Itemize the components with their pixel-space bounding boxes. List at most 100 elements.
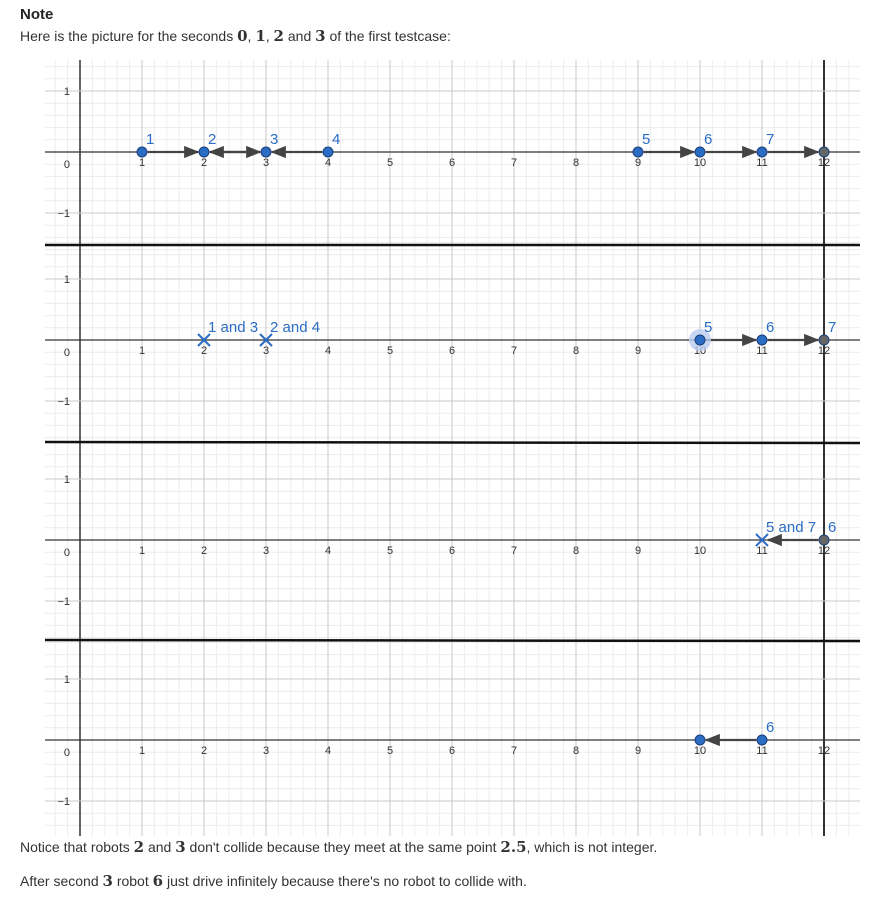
robot-label: 3 bbox=[270, 131, 278, 148]
robot-label: 2 bbox=[208, 131, 216, 148]
x-tick-label: 8 bbox=[573, 157, 579, 169]
y-tick-label: −1 bbox=[57, 396, 70, 408]
robot-label: 6 bbox=[704, 131, 712, 148]
intro-text: Here is the picture for the seconds 0, 1… bbox=[20, 27, 451, 45]
robots-diagram: 10−112345678910111210−112345678910111210… bbox=[44, 60, 861, 836]
robot-label: 1 bbox=[146, 131, 154, 148]
y-tick-label: −1 bbox=[57, 208, 70, 220]
y-tick-label: 0 bbox=[64, 347, 70, 359]
x-tick-label: 2 bbox=[201, 545, 207, 557]
x-tick-label: 5 bbox=[387, 545, 393, 557]
x-tick-label: 7 bbox=[511, 157, 517, 169]
collision-cross bbox=[197, 333, 211, 347]
x-tick-label: 12 bbox=[818, 345, 830, 357]
y-tick-label: 1 bbox=[64, 474, 70, 486]
robot-label: 6 bbox=[766, 319, 774, 336]
x-tick-label: 2 bbox=[201, 345, 207, 357]
robot-label: 4 bbox=[332, 131, 340, 148]
collision-label: 2 and 4 bbox=[270, 319, 320, 336]
x-tick-label: 11 bbox=[756, 345, 767, 357]
panel-separator bbox=[44, 638, 861, 643]
x-tick-label: 11 bbox=[756, 745, 767, 757]
note-infinite: After second 3 robot 6 just drive infini… bbox=[20, 872, 527, 890]
x-tick-label: 9 bbox=[635, 545, 641, 557]
robot-point bbox=[818, 334, 830, 346]
collision-cross bbox=[755, 533, 769, 547]
x-tick-label: 12 bbox=[818, 545, 830, 557]
robot-point bbox=[632, 146, 644, 158]
x-tick-label: 12 bbox=[818, 157, 830, 169]
x-tick-label: 8 bbox=[573, 545, 579, 557]
x-tick-label: 5 bbox=[387, 745, 393, 757]
x-tick-label: 6 bbox=[449, 545, 455, 557]
robot-point bbox=[756, 734, 768, 746]
grid-lines: 10−112345678910111210−112345678910111210… bbox=[44, 60, 861, 836]
collision-cross bbox=[259, 333, 273, 347]
y-tick-label: 1 bbox=[64, 86, 70, 98]
note-heading: Note bbox=[20, 6, 54, 23]
x-tick-label: 5 bbox=[387, 345, 393, 357]
robot-label: 6 bbox=[766, 719, 774, 736]
x-tick-label: 6 bbox=[449, 745, 455, 757]
x-tick-label: 9 bbox=[635, 345, 641, 357]
x-tick-label: 4 bbox=[325, 157, 331, 169]
x-tick-label: 11 bbox=[756, 545, 767, 557]
x-tick-label: 2 bbox=[201, 745, 207, 757]
robot-point bbox=[198, 146, 210, 158]
x-tick-label: 7 bbox=[511, 745, 517, 757]
y-tick-label: 0 bbox=[64, 159, 70, 171]
x-tick-label: 9 bbox=[635, 745, 641, 757]
y-tick-label: 1 bbox=[64, 674, 70, 686]
x-tick-label: 3 bbox=[263, 345, 269, 357]
robot-label: 6 bbox=[828, 519, 836, 536]
robot-label: 7 bbox=[828, 319, 836, 336]
robot-point bbox=[818, 146, 830, 158]
x-tick-label: 4 bbox=[325, 745, 331, 757]
x-tick-label: 6 bbox=[449, 157, 455, 169]
robot-label: 5 bbox=[642, 131, 650, 148]
y-tick-label: −1 bbox=[57, 796, 70, 808]
x-tick-label: 3 bbox=[263, 745, 269, 757]
collision-label: 5 and 7 bbox=[766, 519, 816, 536]
y-tick-label: 1 bbox=[64, 274, 70, 286]
x-tick-label: 4 bbox=[325, 545, 331, 557]
x-tick-label: 11 bbox=[756, 157, 767, 169]
robot-point bbox=[694, 146, 706, 158]
x-tick-label: 1 bbox=[139, 745, 145, 757]
robot-point bbox=[756, 334, 768, 346]
robot-point bbox=[260, 146, 272, 158]
y-tick-label: −1 bbox=[57, 596, 70, 608]
x-tick-label: 10 bbox=[694, 157, 706, 169]
robot-point bbox=[818, 534, 830, 546]
note-collision: Notice that robots 2 and 3 don't collide… bbox=[20, 838, 658, 856]
x-tick-label: 7 bbox=[511, 345, 517, 357]
x-tick-label: 6 bbox=[449, 345, 455, 357]
x-tick-label: 12 bbox=[818, 745, 830, 757]
x-tick-label: 1 bbox=[139, 545, 145, 557]
robot-point bbox=[694, 734, 706, 746]
panel-separator bbox=[44, 440, 861, 445]
robot-label: 5 bbox=[704, 319, 712, 336]
x-tick-label: 8 bbox=[573, 345, 579, 357]
x-tick-label: 10 bbox=[694, 545, 706, 557]
x-tick-label: 10 bbox=[694, 745, 706, 757]
robot-point bbox=[694, 334, 706, 346]
x-tick-label: 7 bbox=[511, 545, 517, 557]
x-tick-label: 3 bbox=[263, 157, 269, 169]
robot-point bbox=[756, 146, 768, 158]
robot-point bbox=[136, 146, 148, 158]
robot-point bbox=[322, 146, 334, 158]
collision-label: 1 and 3 bbox=[208, 319, 258, 336]
x-tick-label: 9 bbox=[635, 157, 641, 169]
y-tick-label: 0 bbox=[64, 547, 70, 559]
x-tick-label: 4 bbox=[325, 345, 331, 357]
x-tick-label: 1 bbox=[139, 157, 145, 169]
x-tick-label: 8 bbox=[573, 745, 579, 757]
x-tick-label: 1 bbox=[139, 345, 145, 357]
x-tick-label: 2 bbox=[201, 157, 207, 169]
x-tick-label: 3 bbox=[263, 545, 269, 557]
y-tick-label: 0 bbox=[64, 747, 70, 759]
x-tick-label: 5 bbox=[387, 157, 393, 169]
robot-label: 7 bbox=[766, 131, 774, 148]
